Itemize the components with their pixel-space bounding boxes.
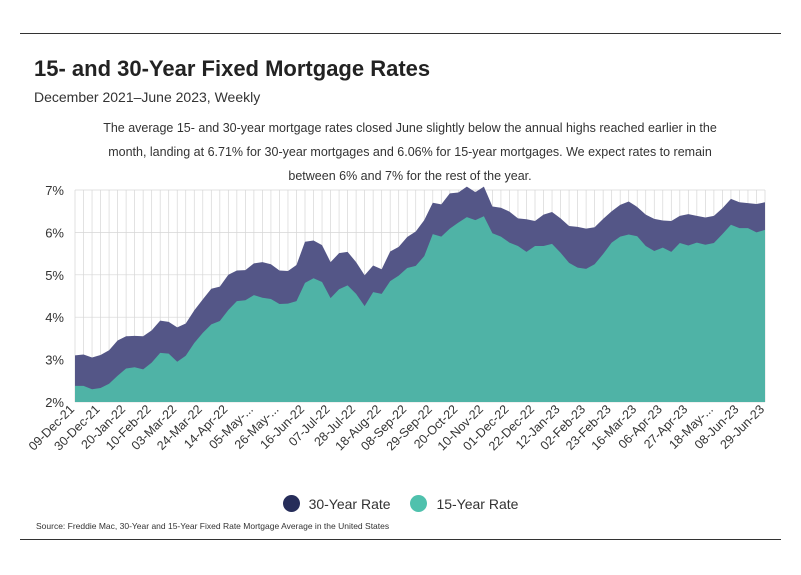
y-axis-ticks: 7% 6% 5% 4% 3% 2%: [45, 183, 64, 410]
top-rule: [20, 33, 781, 34]
bottom-rule: [20, 539, 781, 540]
y-tick-label: 4%: [45, 310, 64, 325]
source-note: Source: Freddie Mac, 30-Year and 15-Year…: [36, 521, 390, 531]
legend: 30-Year Rate 15-Year Rate: [0, 495, 801, 515]
y-tick-label: 3%: [45, 353, 64, 368]
legend-swatch-15-year: [410, 495, 428, 512]
legend-item-15-year: 15-Year Rate: [410, 495, 518, 512]
legend-label-15-year: 15-Year Rate: [436, 495, 519, 512]
legend-item-30-year: 30-Year Rate: [282, 495, 391, 512]
y-tick-label: 7%: [45, 183, 64, 198]
chart-title: 15- and 30-Year Fixed Mortgage Rates: [34, 56, 431, 81]
y-tick-label: 5%: [45, 268, 64, 283]
y-tick-label: 6%: [45, 225, 64, 240]
area-15-year-rate: [75, 216, 765, 402]
chart-description: The average 15- and 30-year mortgage rat…: [103, 121, 717, 183]
legend-swatch-30-year: [282, 495, 300, 512]
x-axis-ticks: 09-Dec-2130-Dec-2120-Jan-2210-Feb-2203-M…: [26, 402, 767, 453]
legend-label-30-year: 30-Year Rate: [308, 495, 391, 512]
y-tick-label: 2%: [45, 395, 64, 410]
chart-subtitle: December 2021–June 2023, Weekly: [34, 89, 261, 105]
